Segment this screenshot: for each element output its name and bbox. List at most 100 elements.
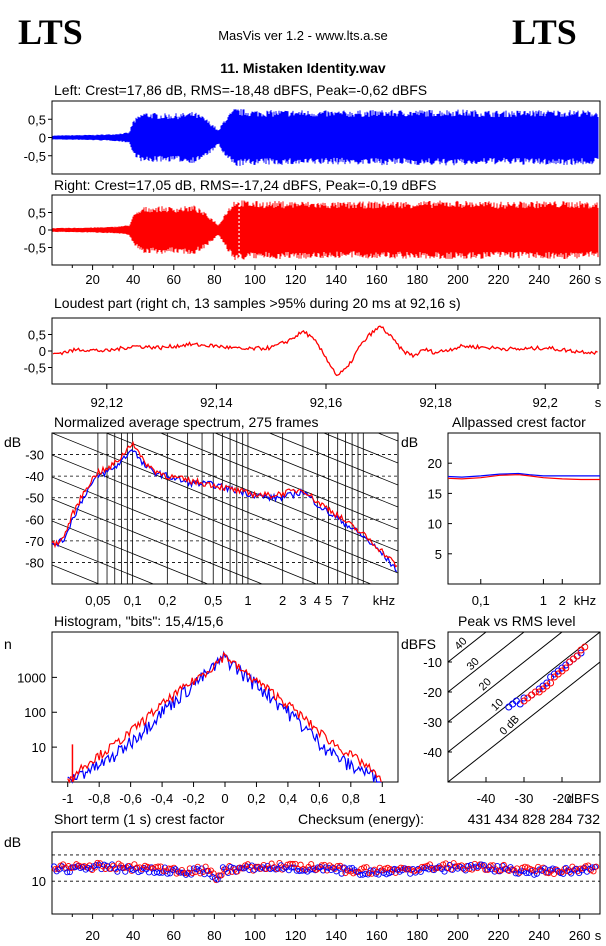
allpassed-crest-frame: [447, 432, 601, 585]
crest-right-point: [86, 862, 93, 869]
right-waveform-plot: [52, 197, 599, 263]
logo-right: LTS: [512, 12, 577, 52]
crest-left-point: [109, 861, 116, 868]
allpassed-crest-ylabel: dB: [401, 434, 418, 450]
allpassed-crest-yticks: 20 15 10 5: [428, 456, 452, 562]
loudest-part-yticks: 0,50 -0,5: [24, 328, 52, 376]
short-term-crest-frame: [51, 831, 601, 915]
loudest-part-series: [52, 325, 598, 377]
ytick-label: 0,5: [28, 206, 46, 221]
xtick-label: 220: [488, 272, 510, 287]
xtick-label: 92,2: [533, 395, 558, 410]
crest-left-point: [161, 864, 168, 871]
xtick-label: 1: [244, 593, 251, 608]
right-waveform-panel: Right: Crest=17,05 dB, RMS=-17,24 dBFS, …: [24, 177, 602, 287]
crest-right-point: [160, 868, 167, 875]
crest-right-point: [263, 865, 270, 872]
allpassed-crest-plot: [447, 472, 600, 481]
spectrum-diagonal: [322, 433, 398, 464]
spectrum-panel: Normalized average spectrum, 275 frames …: [4, 414, 399, 771]
allpassed-crest-xticks: 0,1 1 2 kHz: [472, 579, 596, 608]
loudest-part-frame: [51, 317, 601, 385]
loudest-part-panel: Loudest part (right ch, 13 samples >95% …: [24, 295, 602, 410]
crest-right-point: [516, 869, 523, 876]
diag-label: 10: [489, 697, 506, 714]
right-waveform-xticks: 20 40 60 80 100 120 140 160 180 200 220 240 260 s: [71, 265, 602, 287]
crest-right-point: [186, 865, 193, 872]
ytick-label: 10: [32, 874, 46, 889]
xtick-label: 240: [528, 272, 550, 287]
left-waveform-plot: [52, 109, 599, 166]
xtick-label: 160: [366, 272, 388, 287]
crest-left-point: [589, 864, 596, 871]
crest-right-point: [168, 865, 175, 872]
spectrum-diagonal: [159, 433, 398, 530]
xtick-label: 160: [366, 928, 388, 943]
crest-left-point: [531, 871, 538, 878]
crest-right-point: [141, 862, 149, 869]
ytick-label: 0: [39, 223, 46, 238]
xtick-label: 2: [559, 593, 566, 608]
crest-right-point: [157, 863, 164, 870]
crest-right-point: [521, 863, 528, 870]
track-title: 11. Mistaken Identity.wav: [220, 60, 386, 76]
xtick-label: -0,4: [151, 791, 173, 806]
xtick-label: 2: [279, 593, 286, 608]
xtick-label: -1: [62, 791, 74, 806]
crest-right-point: [297, 861, 304, 868]
spectrum-diagonal: [52, 631, 398, 771]
crest-left-point: [225, 869, 232, 876]
xtick-label: -30: [515, 791, 534, 806]
crest-right-point: [387, 866, 394, 873]
loudest-part-xticks: 92,12 92,14 92,16 92,18 92,2 s: [91, 384, 602, 410]
allpassed-left-series: [447, 472, 600, 478]
crest-left-point: [549, 865, 556, 872]
diag-label: 40: [453, 635, 470, 652]
xtick-label: 140: [325, 928, 347, 943]
spectrum-diagonal: [52, 498, 264, 584]
crest-left-point: [391, 865, 398, 873]
diag-label: 30: [465, 656, 482, 673]
crest-right-point: [194, 863, 201, 870]
spectrum-xticks: 0,05 0,1 0,2 0,5 1 2 3 4 5 7 kHz: [85, 593, 395, 608]
ytick-label: -30: [25, 448, 44, 463]
xtick-label: 0,5: [204, 593, 222, 608]
short-term-crest-ylabel: dB: [4, 834, 21, 850]
crest-left-point: [517, 867, 525, 874]
crest-left-point: [465, 862, 472, 870]
spectrum-diagonal: [105, 433, 398, 552]
crest-left-point: [98, 866, 105, 873]
crest-right-point: [144, 863, 151, 870]
logo-left: LTS: [18, 12, 83, 52]
xtick-label: 0,4: [279, 791, 297, 806]
crest-left-point: [478, 861, 485, 868]
checksum-label: Checksum (energy):: [298, 811, 424, 827]
crest-left-point: [148, 864, 155, 871]
spectrum-frame: [51, 432, 399, 585]
spectrum-diagonals: [52, 433, 398, 771]
xtick-label: 0: [221, 791, 228, 806]
peak-rms-right-point: [562, 664, 570, 672]
ytick-label: 0,5: [28, 112, 46, 127]
ytick-label: 0: [39, 344, 46, 359]
peak-rms-left-point: [543, 679, 551, 687]
allpassed-crest-title: Allpassed crest factor: [452, 414, 586, 430]
crest-left-point: [462, 867, 469, 874]
crest-right-point: [126, 862, 133, 870]
xtick-label: 260: [569, 928, 591, 943]
xtick-label: 0,2: [158, 593, 176, 608]
xtick-label: kHz: [373, 593, 395, 608]
crest-left-point: [64, 869, 71, 876]
xtick-label: s: [595, 928, 602, 943]
ytick-label: 1000: [17, 670, 46, 685]
crest-right-point: [334, 863, 341, 870]
histogram-ylabel: n: [4, 636, 12, 652]
spectrum-diagonal: [268, 433, 398, 486]
histogram-plot: [67, 650, 382, 784]
xtick-label: s: [595, 395, 602, 410]
left-waveform-yticks: 0,5 0 -0,5: [24, 112, 52, 164]
xaxis-label: dBFS: [567, 791, 600, 806]
ytick-label: -40: [25, 469, 44, 484]
peak-rms-left-point: [520, 694, 528, 702]
